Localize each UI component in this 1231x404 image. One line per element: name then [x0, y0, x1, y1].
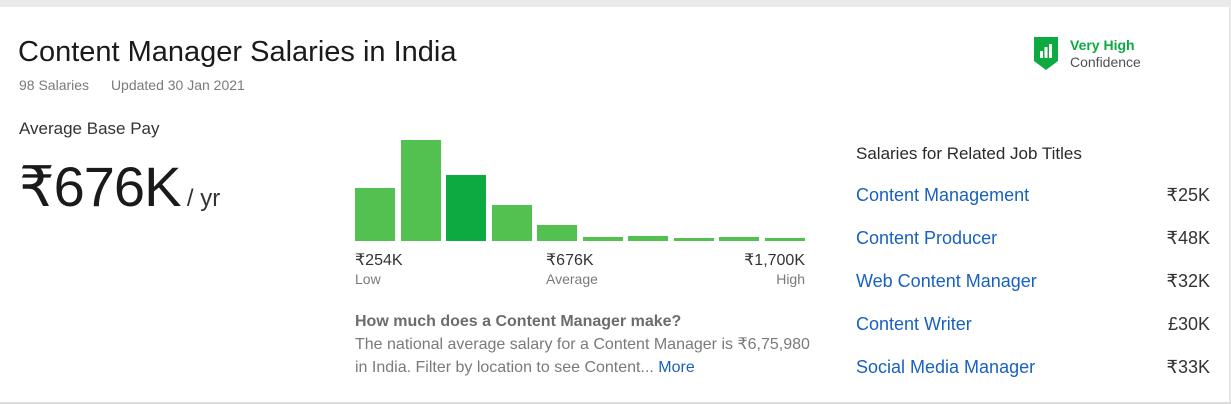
low-label: Low [355, 271, 381, 287]
related-title-pay: ₹32K [1166, 271, 1210, 291]
updated-date: Updated 30 Jan 2021 [110, 77, 245, 93]
related-title-link[interactable]: Content Writer [856, 314, 972, 334]
related-title-pay: ₹33K [1166, 357, 1210, 377]
histogram-bar [492, 205, 532, 241]
histogram-bar [355, 188, 395, 241]
related-title-pay: £30K [1167, 314, 1210, 334]
average-pay-unit: / yr [186, 185, 221, 212]
histogram-bar [446, 175, 486, 241]
related-title-item: Content Management ₹25K [856, 185, 1210, 228]
histogram-average: ₹676K Average [546, 250, 598, 287]
salary-histogram [355, 135, 805, 241]
histogram-bar [628, 236, 668, 241]
card-border [1229, 7, 1231, 402]
more-link[interactable]: More [658, 359, 695, 376]
related-title-pay: ₹25K [1166, 185, 1210, 205]
confidence-badge: Very High Confidence [1034, 37, 1141, 71]
related-title-link[interactable]: Content Management [856, 185, 1030, 205]
average-pay-amount: ₹676K [19, 155, 181, 218]
related-title-item: Social Media Manager ₹33K [856, 357, 1210, 400]
faq-question: How much does a Content Manager make? [355, 313, 682, 330]
page-title: Content Manager Salaries in India [18, 36, 457, 68]
histogram-bar [401, 140, 441, 241]
related-title-item: Web Content Manager ₹32K [856, 271, 1210, 314]
histogram-bar [674, 238, 714, 241]
histogram-bar [537, 225, 577, 241]
average-label: Average [546, 271, 598, 287]
faq-answer: The national average salary for a Conten… [355, 333, 815, 379]
high-label: High [776, 271, 805, 287]
histogram-high: ₹1,700K High [744, 250, 805, 287]
histogram-low: ₹254K Low [355, 250, 403, 287]
low-value: ₹254K [355, 252, 403, 269]
bar-chart-shield-icon [1034, 37, 1058, 70]
bottom-divider [0, 402, 1231, 404]
top-divider [0, 0, 1231, 7]
high-value: ₹1,700K [744, 252, 805, 269]
related-title-link[interactable]: Content Producer [856, 228, 998, 248]
related-title-link[interactable]: Web Content Manager [856, 271, 1037, 291]
related-title-item: Content Producer ₹48K [856, 228, 1210, 271]
related-titles-heading: Salaries for Related Job Titles [856, 144, 1082, 163]
related-titles-list: Content Management ₹25K Content Producer ₹4… [856, 185, 1210, 400]
faq-answer-text: The national average salary for a Conten… [355, 336, 810, 376]
confidence-level: Very High [1070, 37, 1135, 53]
histogram-bar [765, 238, 805, 241]
confidence-label: Confidence [1070, 54, 1141, 70]
average-pay: ₹676K / yr [19, 154, 220, 220]
histogram-bar [719, 237, 759, 241]
related-title-item: Content Writer £30K [856, 314, 1210, 357]
confidence-text: Very High Confidence [1070, 37, 1141, 71]
average-value: ₹676K [546, 252, 594, 269]
average-pay-label: Average Base Pay [19, 119, 160, 138]
salary-count: 98 Salaries [19, 77, 90, 93]
related-title-link[interactable]: Social Media Manager [856, 357, 1036, 377]
salary-meta: 98 Salaries Updated 30 Jan 2021 [19, 77, 245, 93]
related-title-pay: ₹48K [1166, 228, 1210, 248]
histogram-bar [583, 237, 623, 241]
